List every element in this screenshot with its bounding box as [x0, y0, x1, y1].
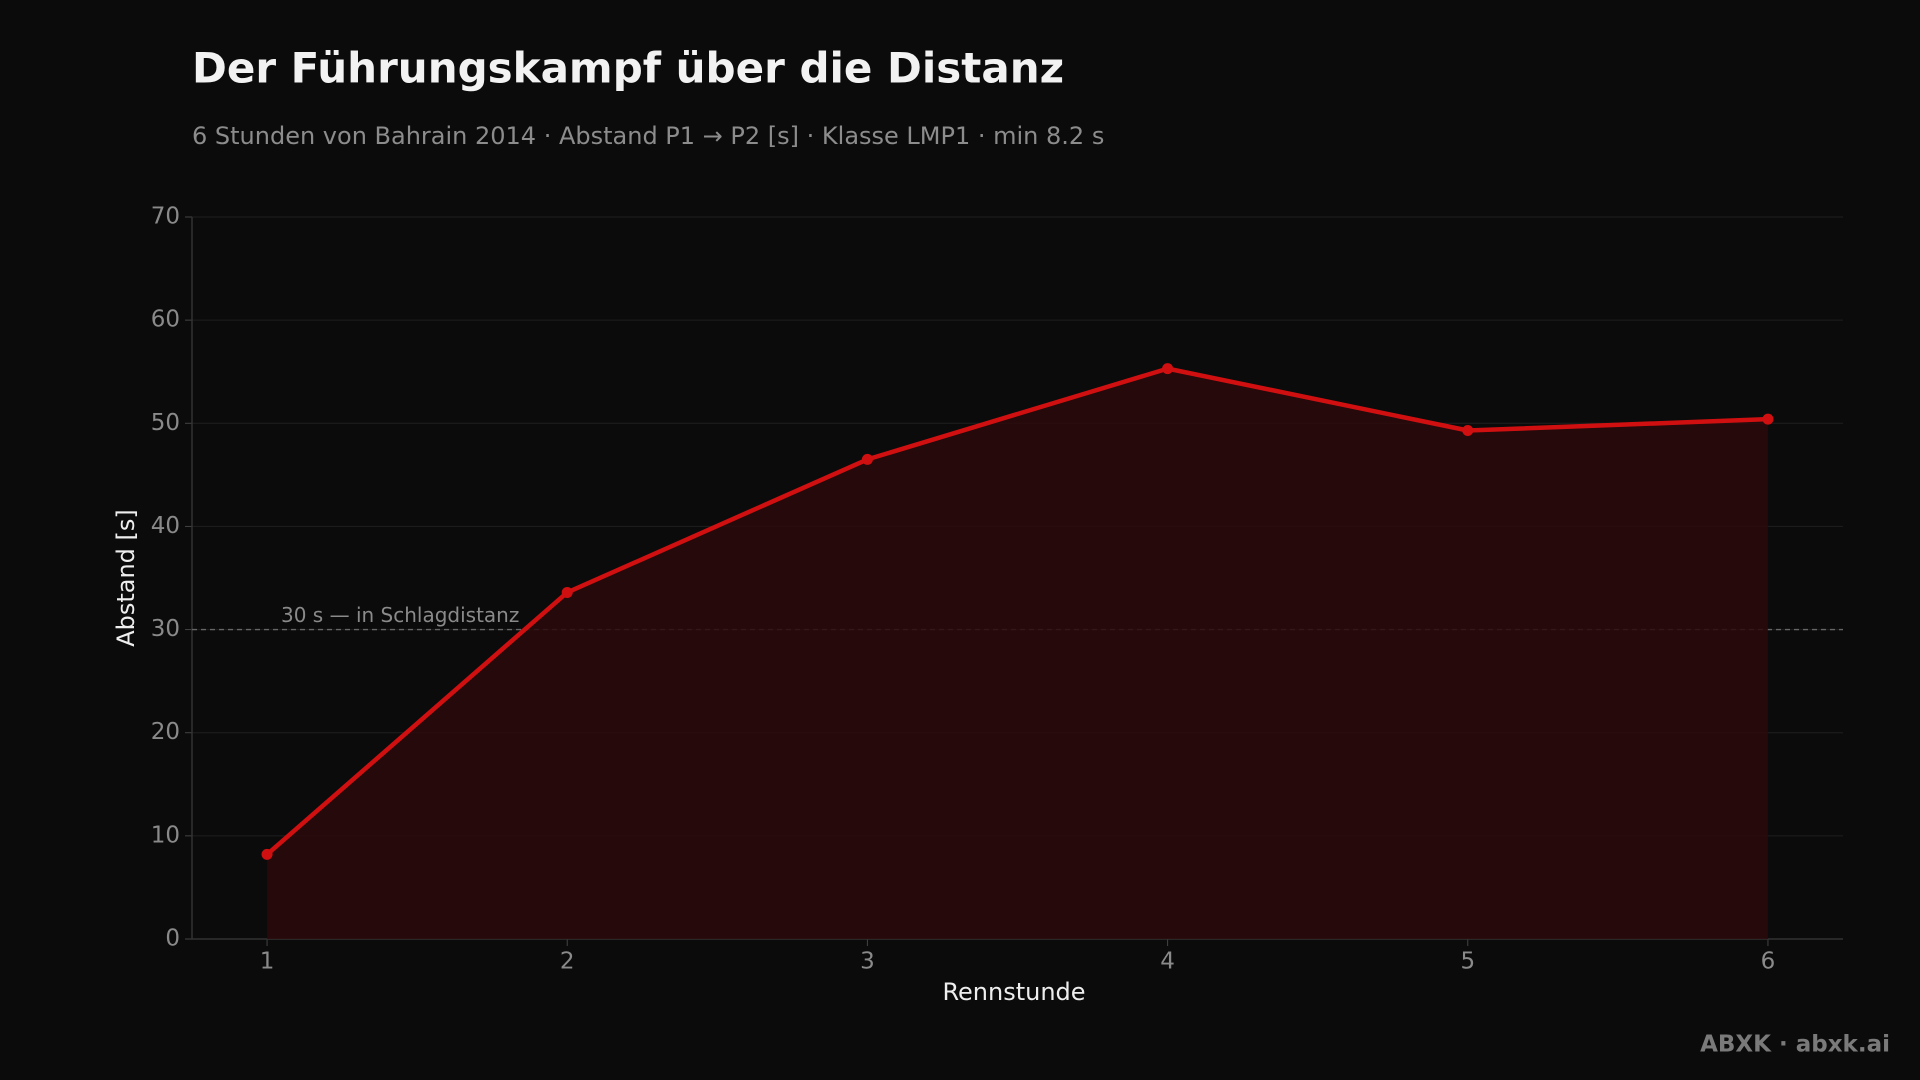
y-tick-label: 30 — [151, 616, 180, 642]
area — [267, 368, 1768, 939]
data-point — [1162, 363, 1174, 375]
y-axis-label: Abstand [s] — [112, 509, 140, 647]
y-tick-label: 60 — [151, 307, 180, 333]
footer: ABXK · abxk.ai — [1700, 1032, 1890, 1058]
x-tick-label: 3 — [860, 949, 875, 975]
y-tick-label: 20 — [151, 719, 180, 745]
chart-subtitle: 6 Stunden von Bahrain 2014 · Abstand P1 … — [192, 122, 1104, 150]
data-point — [261, 848, 273, 860]
x-tick-label: 4 — [1160, 949, 1175, 975]
chart-title: Der Führungskampf über die Distanz — [192, 44, 1064, 93]
y-tick-label: 40 — [151, 513, 180, 539]
data-point — [561, 586, 573, 598]
x-tick-label: 2 — [560, 949, 575, 975]
x-axis-label: Rennstunde — [942, 978, 1085, 1006]
y-tick-label: 50 — [151, 410, 180, 436]
y-tick-label: 0 — [165, 926, 180, 952]
data-point — [1462, 425, 1474, 437]
data-point — [861, 453, 873, 465]
x-tick-label: 5 — [1460, 949, 1475, 975]
x-tick-label: 6 — [1761, 949, 1776, 975]
x-tick-label: 1 — [260, 949, 275, 975]
reference-label: 30 s — in Schlagdistanz — [281, 603, 519, 627]
y-tick-label: 70 — [151, 204, 180, 230]
data-point — [1762, 413, 1774, 425]
y-tick-label: 10 — [151, 822, 180, 848]
line — [265, 366, 1769, 857]
